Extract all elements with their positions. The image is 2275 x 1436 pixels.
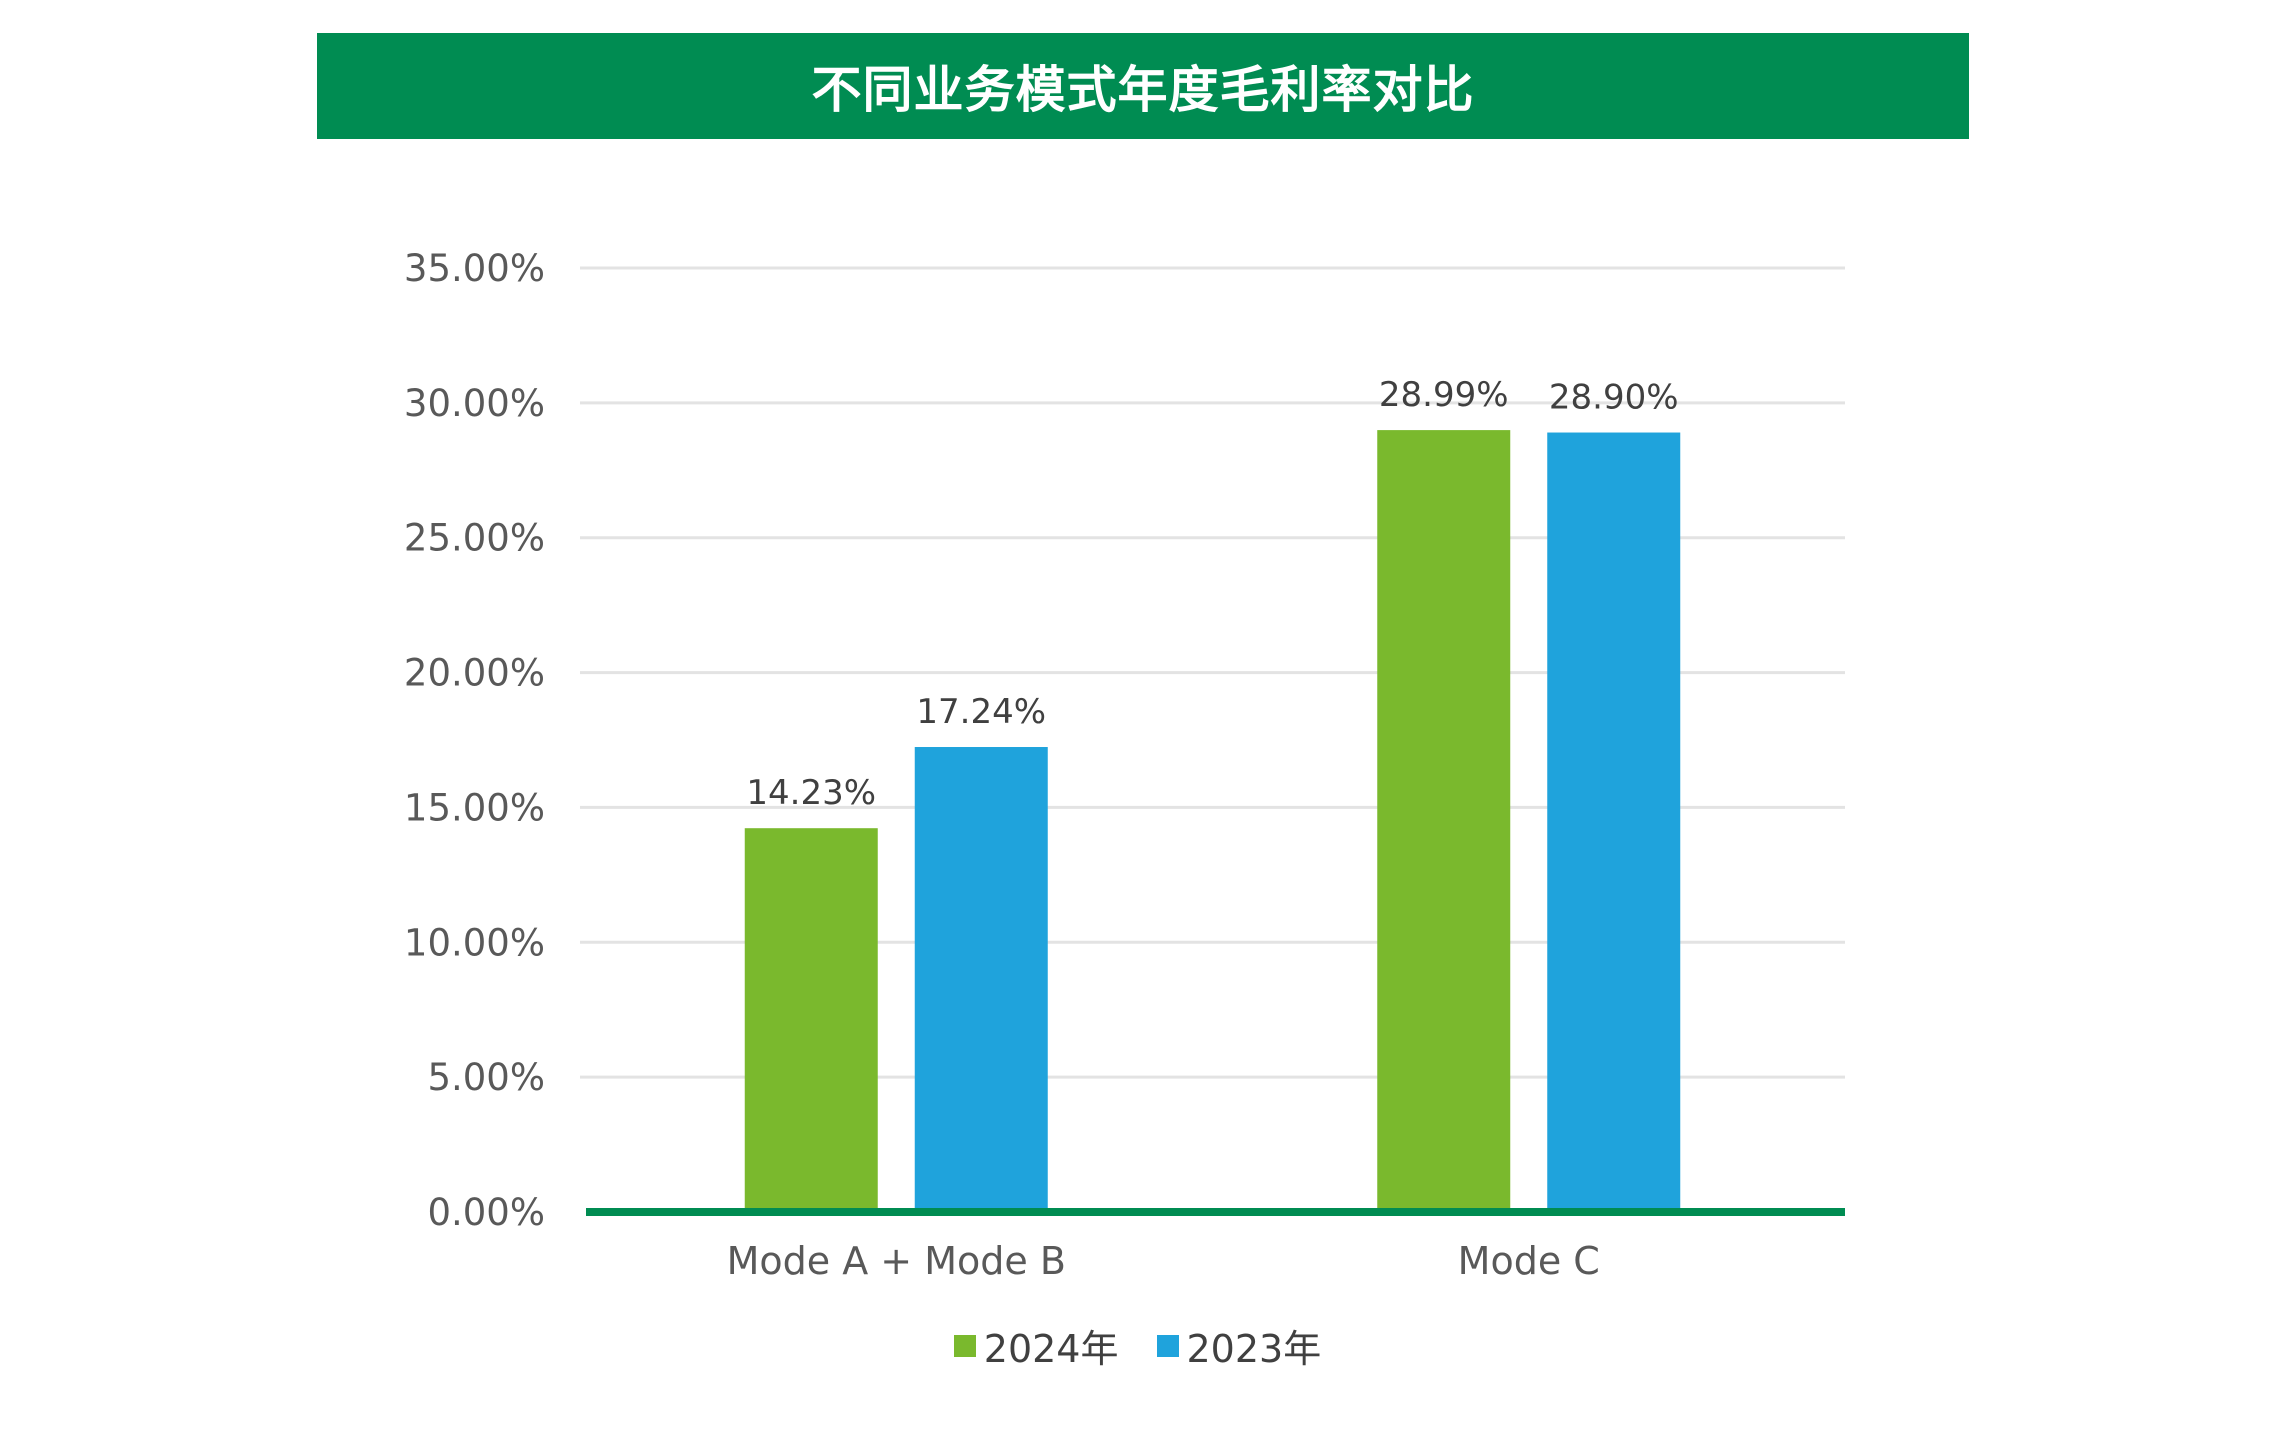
data-labels: 14.23% 17.24% 28.99% 28.90% xyxy=(746,375,1678,813)
legend-label-2024: 2024年 xyxy=(983,1327,1119,1371)
y-tick-label: 25.00% xyxy=(404,517,545,560)
legend-item-2023: 2023年 xyxy=(1156,1318,1322,1373)
y-axis-tick-labels: 0.00% 5.00% 10.00% 15.00% 20.00% 25.00% 30.00%… xyxy=(404,247,545,1234)
data-label: 14.23% xyxy=(746,773,876,813)
legend-swatch-2024 xyxy=(953,1334,976,1357)
x-tick-label: Mode A + Mode B xyxy=(727,1239,1066,1283)
x-tick-label: Mode C xyxy=(1458,1239,1600,1283)
y-tick-label: 0.00% xyxy=(427,1191,545,1234)
chart-title-banner: 不同业务模式年度毛利率对比 xyxy=(317,33,1969,139)
data-label: 17.24% xyxy=(916,692,1046,732)
bar-2024-mode-c xyxy=(1377,430,1511,1213)
y-tick-label: 10.00% xyxy=(404,921,545,964)
chart-title: 不同业务模式年度毛利率对比 xyxy=(811,61,1475,119)
legend-label-2023: 2023年 xyxy=(1186,1327,1322,1371)
bar-2023-mode-a-b xyxy=(914,747,1048,1212)
bars xyxy=(744,430,1681,1213)
y-tick-label: 5.00% xyxy=(427,1056,545,1099)
legend: 2024年 2023年 xyxy=(0,1318,2275,1373)
data-label: 28.99% xyxy=(1379,375,1509,415)
y-tick-label: 15.00% xyxy=(404,786,545,829)
y-tick-label: 30.00% xyxy=(404,382,545,425)
bar-2023-mode-c xyxy=(1547,432,1681,1212)
data-label: 28.90% xyxy=(1549,378,1679,418)
x-axis-tick-labels: Mode A + Mode B Mode C xyxy=(727,1239,1600,1283)
bar-2024-mode-a-b xyxy=(744,828,878,1212)
legend-swatch-2023 xyxy=(1156,1334,1179,1357)
y-tick-label: 35.00% xyxy=(404,247,545,290)
y-tick-label: 20.00% xyxy=(404,652,545,695)
legend-item-2024: 2024年 xyxy=(953,1318,1119,1373)
